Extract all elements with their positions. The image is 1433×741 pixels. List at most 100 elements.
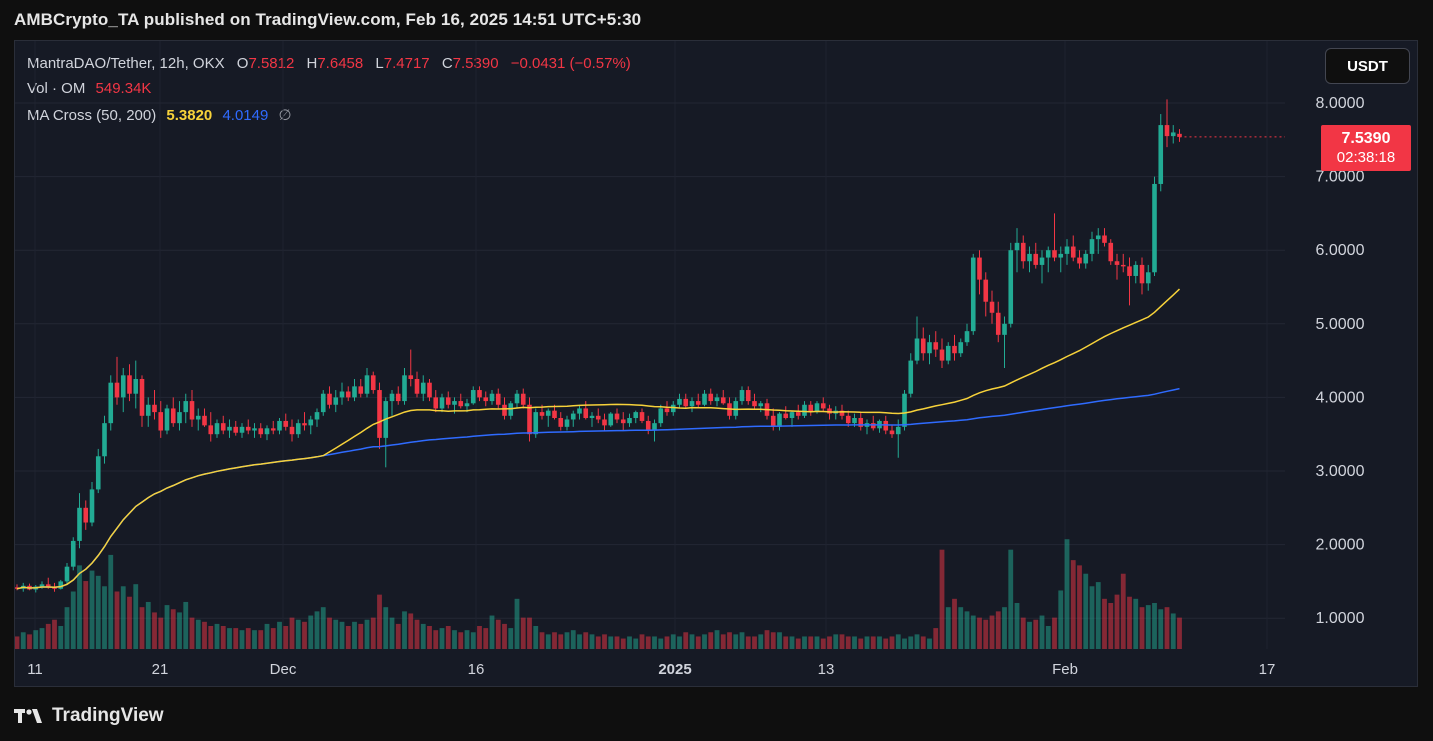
chart-panel[interactable]: MantraDAO/Tether, 12h, OKX O7.5812 H7.64… bbox=[14, 40, 1418, 687]
volume-bars bbox=[15, 539, 1182, 649]
candle-body bbox=[89, 489, 95, 523]
candle-body bbox=[802, 404, 807, 416]
time-tick-label: 21 bbox=[152, 661, 169, 678]
volume-bar bbox=[783, 636, 789, 649]
volume-bar bbox=[327, 617, 332, 649]
price-axis[interactable]: 8.0000 7.0000 6.0000 5.0000 4.0000 3.0000 2.00… bbox=[1316, 95, 1365, 627]
volume-bar bbox=[733, 634, 739, 649]
volume-bar bbox=[1127, 596, 1132, 649]
volume-bar bbox=[377, 594, 382, 649]
candle-body bbox=[427, 382, 432, 398]
candle-body bbox=[295, 423, 301, 435]
candle-body bbox=[245, 426, 251, 431]
candle-body bbox=[1170, 132, 1176, 137]
volume-bar bbox=[45, 623, 51, 649]
volume-bar bbox=[270, 628, 276, 649]
candle-body bbox=[283, 420, 289, 427]
candle-body bbox=[358, 386, 364, 394]
candle-body bbox=[1145, 272, 1151, 284]
volume-bar bbox=[427, 626, 432, 649]
volume-bar bbox=[239, 630, 245, 649]
volume-bar bbox=[195, 619, 201, 649]
candle-body bbox=[608, 413, 614, 426]
volume-bar bbox=[633, 638, 639, 649]
candle-body bbox=[739, 390, 745, 402]
volume-bar bbox=[64, 607, 70, 649]
volume-bar bbox=[920, 636, 926, 649]
volume-bar bbox=[1033, 619, 1039, 649]
ma-symbol: ∅ bbox=[278, 107, 292, 124]
candle-body bbox=[220, 423, 226, 431]
last-price-tag: 7.5390 02:38:18 bbox=[1321, 125, 1411, 171]
volume-label[interactable]: Vol · OM bbox=[27, 80, 86, 97]
volume-bar bbox=[164, 605, 170, 649]
volume-bar bbox=[1020, 617, 1026, 649]
candle-body bbox=[277, 420, 282, 431]
candle-body bbox=[389, 393, 395, 402]
volume-bar bbox=[764, 630, 770, 649]
volume-bar bbox=[652, 636, 657, 649]
volume-bar bbox=[639, 634, 645, 649]
candle-body bbox=[702, 393, 707, 405]
volume-bar bbox=[295, 619, 301, 649]
grid-lines bbox=[15, 41, 1285, 649]
candle-body bbox=[1077, 257, 1082, 264]
candle-body bbox=[320, 393, 326, 413]
ma-cross-label[interactable]: MA Cross (50, 200) bbox=[27, 107, 157, 124]
volume-bar bbox=[133, 584, 139, 649]
candle-body bbox=[1027, 253, 1032, 262]
candlestick-chart[interactable]: 8.0000 7.0000 6.0000 5.0000 4.0000 3.0000 2.00… bbox=[15, 41, 1417, 686]
volume-bar bbox=[708, 632, 714, 649]
symbol-label[interactable]: MantraDAO/Tether, 12h, OKX bbox=[27, 55, 225, 72]
candle-body bbox=[777, 413, 782, 427]
volume-bar bbox=[314, 611, 320, 649]
time-axis[interactable]: 11 21 Dec 16 2025 13 Feb 17 bbox=[27, 661, 1275, 678]
volume-bar bbox=[1083, 573, 1089, 649]
candle-body bbox=[189, 401, 195, 420]
candle-body bbox=[570, 413, 576, 420]
volume-bar bbox=[264, 623, 270, 649]
candle-body bbox=[45, 584, 51, 588]
volume-bar bbox=[39, 628, 45, 649]
volume-bar bbox=[145, 601, 151, 649]
candle-body bbox=[639, 412, 645, 421]
volume-bar bbox=[20, 632, 26, 649]
candle-body bbox=[477, 390, 482, 398]
volume-bar bbox=[564, 632, 570, 649]
volume-bar bbox=[1164, 607, 1170, 649]
volume-bar bbox=[489, 615, 495, 649]
candle-body bbox=[145, 404, 151, 416]
candle-body bbox=[439, 397, 445, 409]
volume-bar bbox=[677, 636, 682, 649]
candle-body bbox=[1152, 183, 1157, 273]
price-tick-label: 1.0000 bbox=[1316, 610, 1365, 627]
volume-bar bbox=[1095, 582, 1101, 649]
volume-bar bbox=[545, 634, 551, 649]
change-value: −0.0431 (−0.57%) bbox=[510, 55, 631, 72]
candle-body bbox=[1045, 250, 1051, 258]
volume-bar bbox=[364, 619, 370, 649]
currency-button[interactable]: USDT bbox=[1325, 48, 1410, 84]
volume-bar bbox=[1139, 607, 1145, 649]
candle-body bbox=[908, 360, 914, 394]
candle-body bbox=[520, 393, 526, 405]
candle-body bbox=[270, 428, 276, 431]
candle-body bbox=[470, 390, 476, 404]
candle-body bbox=[883, 420, 889, 431]
volume-bar bbox=[358, 623, 364, 649]
ma-slow-value: 4.0149 bbox=[222, 107, 269, 124]
time-tick-label: 17 bbox=[1259, 661, 1276, 678]
candle-body bbox=[1133, 264, 1139, 276]
candle-body bbox=[414, 379, 420, 394]
volume-bar bbox=[220, 626, 226, 649]
candle-body bbox=[983, 279, 989, 302]
candle-body bbox=[177, 412, 182, 424]
candle-body bbox=[1020, 242, 1026, 262]
volume-bar bbox=[1039, 615, 1045, 649]
candle-body bbox=[39, 584, 45, 587]
candle-body bbox=[214, 423, 220, 435]
volume-bar bbox=[102, 586, 107, 649]
price-tick-label: 2.0000 bbox=[1316, 537, 1365, 554]
volume-bar bbox=[320, 607, 326, 649]
volume-bar bbox=[558, 634, 564, 649]
